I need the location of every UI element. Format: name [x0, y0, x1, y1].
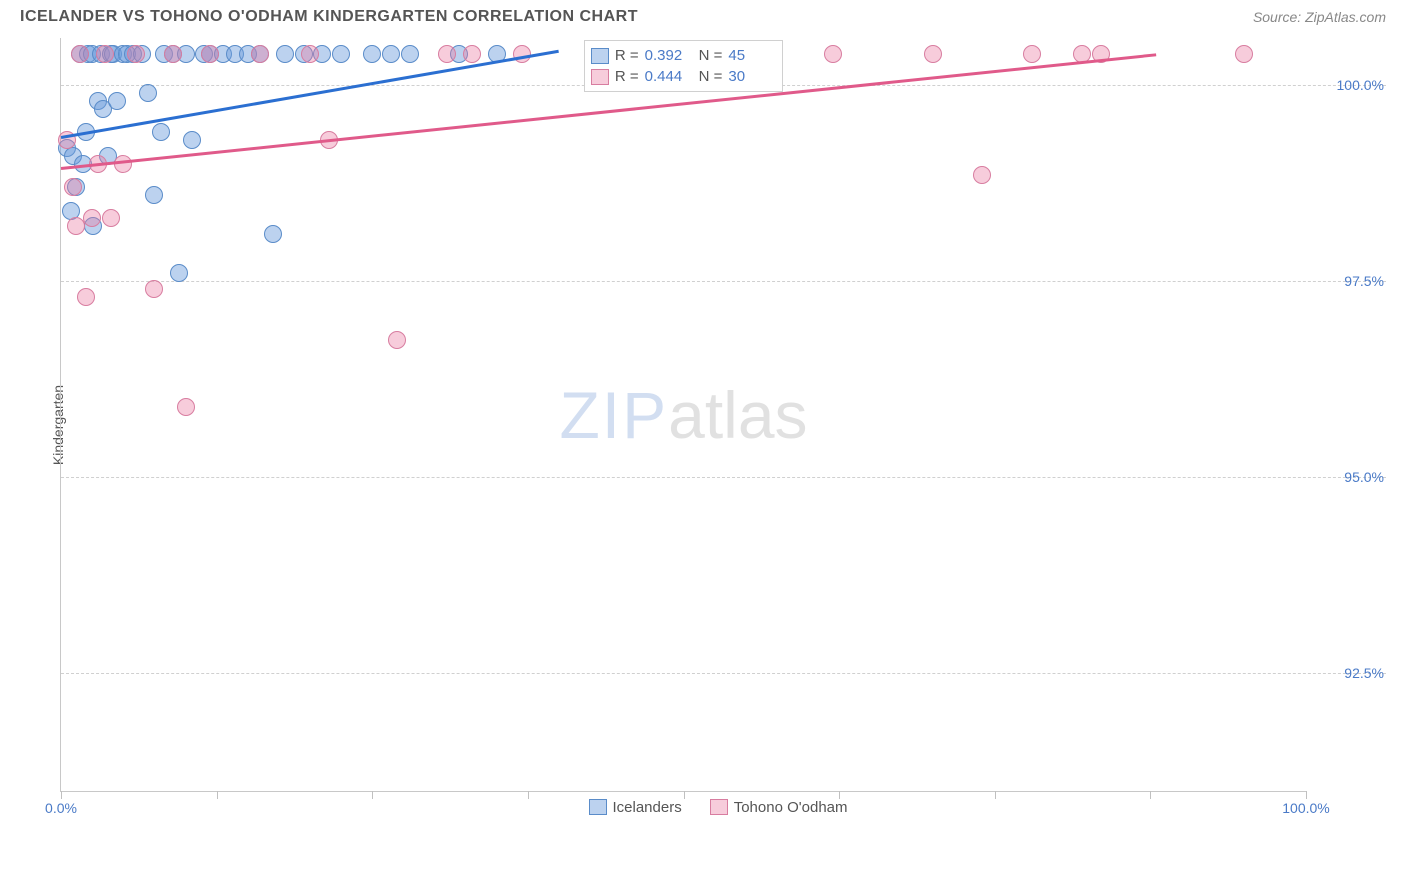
ytick-label: 97.5% [1344, 273, 1384, 289]
gridline-h [61, 673, 1386, 674]
scatter-point [924, 45, 942, 63]
scatter-point [251, 45, 269, 63]
scatter-point [513, 45, 531, 63]
scatter-point [139, 84, 157, 102]
stat-r-val: 0.444 [645, 68, 693, 85]
chart-area: Kindergarten ZIPatlas 92.5%95.0%97.5%100… [50, 30, 1386, 820]
scatter-point [1023, 45, 1041, 63]
ytick-label: 92.5% [1344, 665, 1384, 681]
scatter-point [108, 92, 126, 110]
scatter-point [71, 45, 89, 63]
plot-region: ZIPatlas 92.5%95.0%97.5%100.0%0.0%100.0%… [60, 38, 1306, 792]
scatter-point [301, 45, 319, 63]
stat-n-key: N = [699, 68, 723, 85]
legend-swatch [591, 48, 609, 64]
legend-swatch [710, 799, 728, 815]
legend-item: Icelanders [589, 799, 682, 816]
legend-bottom: Icelanders Tohono O'odham [50, 794, 1386, 820]
scatter-point [264, 225, 282, 243]
scatter-point [382, 45, 400, 63]
scatter-point [96, 45, 114, 63]
stat-r-key: R = [615, 68, 639, 85]
stats-row: R = 0.444 N = 30 [591, 66, 777, 87]
scatter-point [83, 209, 101, 227]
scatter-point [388, 331, 406, 349]
scatter-point [145, 186, 163, 204]
scatter-point [152, 123, 170, 141]
scatter-point [973, 166, 991, 184]
scatter-point [177, 398, 195, 416]
legend-label: Tohono O'odham [734, 799, 848, 816]
watermark-zip: ZIP [559, 378, 668, 452]
legend-swatch [589, 799, 607, 815]
scatter-point [201, 45, 219, 63]
ytick-label: 100.0% [1337, 77, 1384, 93]
title-bar: ICELANDER VS TOHONO O'ODHAM KINDERGARTEN… [0, 0, 1406, 30]
scatter-point [77, 288, 95, 306]
stats-legend-box: R = 0.392 N = 45 R = 0.444 N = 30 [584, 40, 784, 92]
scatter-point [102, 209, 120, 227]
gridline-h [61, 281, 1386, 282]
scatter-point [332, 45, 350, 63]
stat-n-val: 45 [728, 47, 776, 64]
scatter-point [401, 45, 419, 63]
scatter-point [463, 45, 481, 63]
stats-row: R = 0.392 N = 45 [591, 45, 777, 66]
legend-swatch [591, 69, 609, 85]
legend-label: Icelanders [613, 799, 682, 816]
scatter-point [67, 217, 85, 235]
stat-n-key: N = [699, 47, 723, 64]
watermark-atlas: atlas [668, 378, 807, 452]
scatter-point [127, 45, 145, 63]
legend-item: Tohono O'odham [710, 799, 848, 816]
scatter-point [438, 45, 456, 63]
scatter-point [64, 178, 82, 196]
gridline-h [61, 477, 1386, 478]
scatter-point [170, 264, 188, 282]
stat-r-val: 0.392 [645, 47, 693, 64]
scatter-point [363, 45, 381, 63]
watermark: ZIPatlas [559, 377, 807, 453]
source-label: Source: ZipAtlas.com [1253, 9, 1386, 25]
chart-title: ICELANDER VS TOHONO O'ODHAM KINDERGARTEN… [20, 8, 638, 26]
scatter-point [1235, 45, 1253, 63]
scatter-point [164, 45, 182, 63]
stat-r-key: R = [615, 47, 639, 64]
scatter-point [145, 280, 163, 298]
scatter-point [824, 45, 842, 63]
scatter-point [183, 131, 201, 149]
scatter-point [276, 45, 294, 63]
ytick-label: 95.0% [1344, 469, 1384, 485]
stat-n-val: 30 [728, 68, 776, 85]
